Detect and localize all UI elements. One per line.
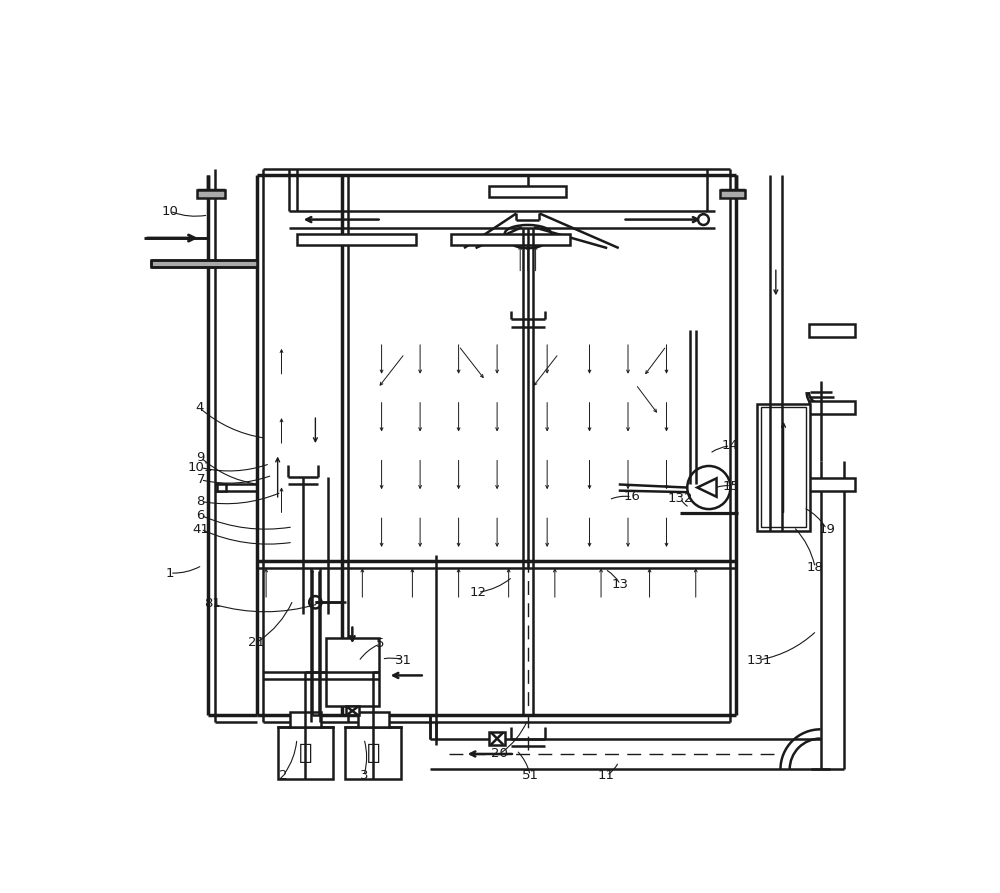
Text: 药: 药 xyxy=(366,743,380,764)
Text: 41: 41 xyxy=(192,522,209,536)
Bar xyxy=(345,727,401,780)
Text: 31: 31 xyxy=(395,654,412,666)
Text: 药: 药 xyxy=(299,743,312,764)
Bar xyxy=(809,479,855,490)
Bar xyxy=(451,234,570,245)
Text: 2: 2 xyxy=(279,769,287,782)
Bar xyxy=(761,407,806,527)
Text: 20: 20 xyxy=(491,747,508,761)
Bar xyxy=(809,324,855,337)
Bar xyxy=(278,727,333,780)
Bar xyxy=(489,187,566,197)
Text: 15: 15 xyxy=(723,480,740,493)
Text: 51: 51 xyxy=(522,769,539,782)
Bar xyxy=(809,401,855,413)
Bar xyxy=(297,234,416,245)
Bar xyxy=(358,712,389,727)
Bar xyxy=(151,260,257,266)
Text: 101: 101 xyxy=(188,461,213,474)
Text: 18: 18 xyxy=(807,561,824,574)
Text: 6: 6 xyxy=(196,509,205,522)
Text: 14: 14 xyxy=(722,439,739,453)
Text: 5: 5 xyxy=(376,638,384,650)
Text: 9: 9 xyxy=(196,451,205,464)
Bar xyxy=(720,190,745,198)
Text: 12: 12 xyxy=(469,586,486,599)
Bar xyxy=(197,190,225,198)
Text: 7: 7 xyxy=(196,473,205,487)
Text: 3: 3 xyxy=(360,769,368,782)
Text: 81: 81 xyxy=(204,597,221,610)
Bar xyxy=(217,485,226,490)
Bar xyxy=(489,732,505,745)
Text: 132: 132 xyxy=(668,492,693,505)
Text: 1: 1 xyxy=(166,566,174,580)
Bar xyxy=(346,706,358,715)
Text: 4: 4 xyxy=(195,401,203,414)
Text: 8: 8 xyxy=(196,495,205,508)
Bar xyxy=(326,638,379,706)
Text: 131: 131 xyxy=(746,654,772,666)
Text: 21: 21 xyxy=(248,636,265,649)
Text: 11: 11 xyxy=(598,769,615,782)
Text: 13: 13 xyxy=(612,578,629,591)
Text: 10: 10 xyxy=(161,204,178,218)
Bar xyxy=(290,712,321,727)
Text: 16: 16 xyxy=(623,490,640,504)
Bar xyxy=(757,404,810,530)
Text: 19: 19 xyxy=(818,522,835,536)
